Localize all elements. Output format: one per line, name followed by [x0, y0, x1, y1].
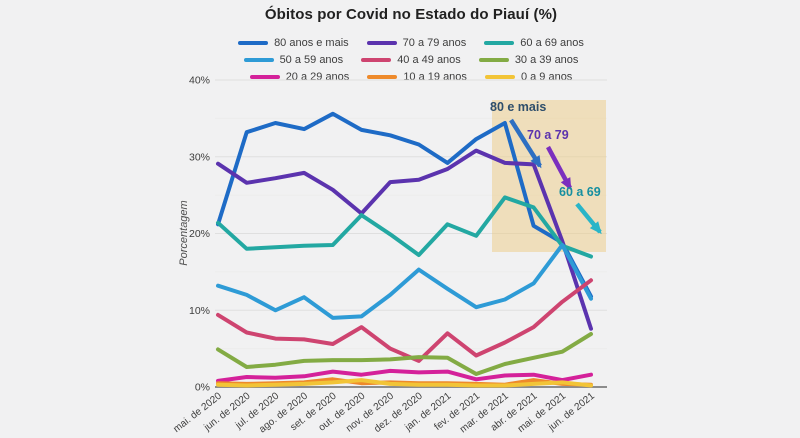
legend-swatch-icon [484, 74, 515, 79]
legend-label: 80 anos e mais [274, 36, 349, 49]
legend-swatch-icon [366, 40, 397, 45]
series-line-80-anos-e-mais[interactable] [216, 111, 593, 299]
series-line-20-a-29-anos[interactable] [216, 368, 593, 383]
legend-swatch-icon [243, 57, 274, 62]
legend-swatch-icon [484, 40, 515, 45]
legend-label: 60 a 69 anos [520, 36, 584, 49]
y-tick-label: 0% [195, 382, 210, 394]
y-tick-label: 10% [189, 305, 210, 317]
legend-row: 50 a 59 anos 40 a 49 anos 30 a 39 anos [22, 51, 800, 68]
legend-item-40-a-49-anos[interactable]: 40 a 49 anos [361, 54, 461, 66]
legend-swatch-icon [367, 74, 398, 79]
y-axis-title: Porcentagem [178, 200, 190, 265]
series-line-40-a-49-anos[interactable] [216, 278, 593, 363]
series-line-50-a-59-anos[interactable] [216, 243, 593, 320]
series-line-30-a-39-anos[interactable] [216, 332, 593, 376]
y-tick-label: 30% [189, 151, 210, 163]
series-line-60-a-69-anos[interactable] [216, 195, 593, 259]
legend-label: 30 a 39 anos [514, 53, 579, 66]
legend-swatch-icon [478, 57, 509, 62]
legend-swatch-icon [361, 57, 392, 62]
series-line-70-a-79-anos[interactable] [216, 148, 593, 331]
legend-item-30-a-39-anos[interactable]: 30 a 39 anos [478, 53, 579, 66]
legend-label: 70 a 79 anos [402, 36, 467, 49]
chart-title: Óbitos por Covid no Estado do Piauí (%) [264, 6, 558, 23]
legend-label: 40 a 49 anos [397, 53, 461, 66]
legend-item-50-a-59-anos[interactable]: 50 a 59 anos [243, 53, 344, 66]
annotation-arrow-60-a-69 [575, 202, 602, 235]
legend-item-70-a-79-anos[interactable]: 70 a 79 anos [366, 36, 467, 49]
annotation-arrow-70-a-79 [546, 145, 572, 191]
legend-swatch-icon [238, 40, 269, 45]
legend-row: 80 anos e mais 70 a 79 anos 60 a 69 anos [22, 34, 800, 51]
annotation-arrow-80-e-mais [509, 118, 542, 169]
y-tick-label: 40% [189, 75, 210, 87]
legend-label: 50 a 59 anos [279, 53, 344, 66]
series-line-0-a-9-anos[interactable] [216, 378, 593, 388]
legend-item-60-a-69-anos[interactable]: 60 a 69 anos [484, 37, 584, 49]
legend-item-80-anos-e-mais[interactable]: 80 anos e mais [238, 37, 349, 49]
legend-swatch-icon [249, 74, 280, 79]
y-tick-label: 20% [189, 228, 210, 240]
